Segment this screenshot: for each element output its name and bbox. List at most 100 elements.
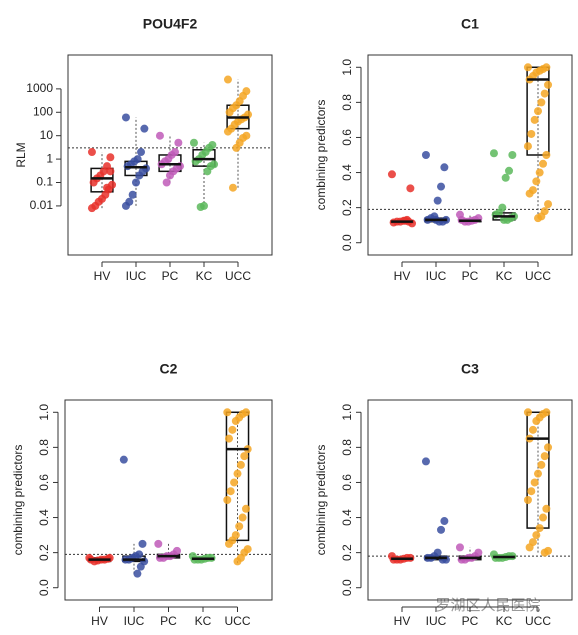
data-point	[523, 496, 532, 504]
x-tick-label: IUC	[124, 614, 145, 628]
data-point	[228, 183, 237, 192]
data-point	[174, 138, 183, 147]
x-tick-label: KC	[195, 614, 212, 628]
data-point	[421, 151, 430, 159]
data-point	[154, 539, 163, 548]
data-point	[544, 80, 553, 89]
data-point	[241, 504, 250, 513]
data-point	[489, 149, 498, 158]
data-point	[532, 177, 541, 186]
panel-title: C3	[461, 361, 479, 377]
box	[225, 411, 250, 542]
data-point	[433, 196, 442, 205]
data-point	[540, 89, 549, 98]
plot-frame	[64, 399, 273, 601]
data-point	[89, 178, 98, 187]
data-point	[535, 524, 544, 533]
data-point	[528, 425, 537, 434]
y-axis-label: combining predictors	[314, 445, 328, 556]
y-tick-label: 0.8	[37, 439, 51, 456]
data-point	[544, 200, 553, 209]
data-point	[166, 171, 174, 180]
data-point	[501, 173, 510, 182]
panel-title: C2	[160, 361, 178, 377]
data-point	[226, 487, 235, 496]
data-point	[421, 457, 430, 466]
x-tick-label: PC	[160, 614, 177, 628]
data-point	[508, 151, 517, 159]
data-point	[406, 184, 415, 193]
data-point	[455, 543, 464, 552]
data-point	[238, 513, 247, 522]
y-tick-label: 0.8	[340, 94, 354, 111]
x-tick-label: UCC	[225, 269, 251, 283]
data-point	[135, 171, 144, 180]
data-point	[103, 183, 112, 192]
panel-title: C1	[461, 16, 479, 32]
x-tick-label: HV	[394, 614, 411, 628]
y-tick-label: 1.0	[37, 404, 51, 421]
y-axis-label: combining predictors	[11, 445, 25, 556]
y-tick-label: 0.0	[37, 579, 51, 596]
y-tick-label: 0.8	[340, 439, 354, 456]
data-point	[233, 469, 242, 478]
data-point	[523, 63, 532, 72]
data-point	[235, 522, 244, 531]
y-tick-label: 1.0	[340, 404, 354, 421]
data-point	[542, 151, 551, 159]
data-point	[128, 190, 137, 199]
data-point	[162, 178, 171, 187]
data-point	[535, 168, 544, 177]
data-point	[387, 170, 396, 179]
data-point	[539, 513, 548, 522]
y-tick-label: 0.2	[340, 544, 354, 561]
x-tick-label: UCC	[225, 614, 251, 628]
data-point	[203, 167, 212, 176]
data-point	[133, 569, 142, 578]
data-point	[530, 115, 539, 124]
data-point	[233, 557, 242, 566]
data-point	[138, 539, 147, 548]
y-tick-label: 100	[33, 104, 53, 118]
data-point	[523, 408, 532, 417]
plot-frame	[67, 54, 273, 256]
x-tick-label: PC	[162, 269, 179, 283]
data-point	[230, 478, 239, 487]
plot-frame	[367, 399, 573, 601]
data-point	[225, 434, 234, 443]
y-tick-label: 1	[46, 151, 53, 165]
y-tick-label: 0.6	[37, 474, 51, 491]
data-point	[223, 408, 232, 417]
y-tick-label: 0.0	[340, 579, 354, 596]
x-tick-label: PC	[462, 269, 479, 283]
x-tick-label: HV	[94, 269, 111, 283]
data-point	[537, 460, 546, 469]
x-tick-label: KC	[496, 269, 513, 283]
x-tick-label: HV	[394, 269, 411, 283]
data-point	[196, 202, 205, 211]
data-point	[189, 138, 198, 147]
x-tick-label: IUC	[426, 269, 447, 283]
data-point	[121, 113, 130, 122]
data-point	[530, 478, 539, 487]
y-tick-label: 0.6	[340, 129, 354, 146]
y-tick-label: 0.4	[37, 509, 51, 526]
plot-frame	[367, 54, 573, 256]
data-point	[537, 98, 546, 107]
data-point	[137, 148, 146, 157]
data-point	[223, 127, 232, 136]
data-point	[534, 107, 542, 116]
x-tick-label: KC	[496, 614, 513, 628]
data-point	[106, 167, 115, 176]
y-tick-label: 0.0	[340, 234, 354, 251]
data-point	[523, 142, 532, 151]
y-tick-label: 0.2	[37, 544, 51, 561]
y-tick-label: 1.0	[340, 59, 354, 76]
data-point	[525, 543, 534, 552]
data-point	[119, 455, 128, 464]
data-point	[236, 460, 245, 469]
data-point	[525, 189, 534, 198]
data-point	[155, 131, 164, 140]
data-point	[532, 531, 541, 540]
